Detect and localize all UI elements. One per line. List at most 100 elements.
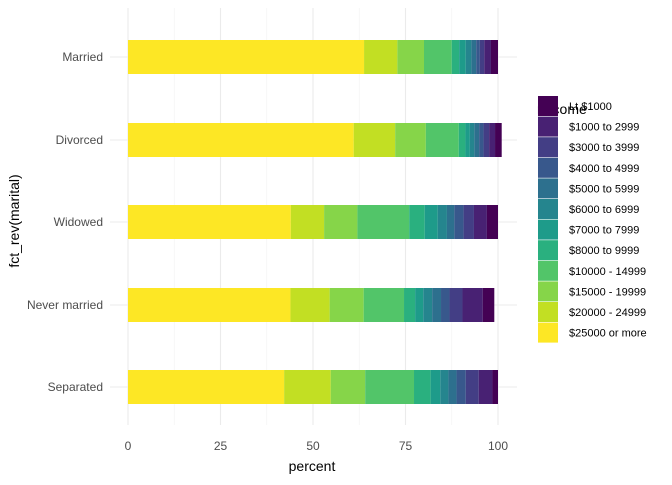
- bar-segment: [489, 123, 496, 157]
- bar-segment: [128, 123, 354, 157]
- x-tick-label: 25: [214, 439, 228, 453]
- y-tick-label: Married: [62, 50, 103, 64]
- legend-key: [538, 260, 558, 281]
- x-tick-label: 0: [125, 439, 132, 453]
- y-tick-label: Divorced: [56, 133, 103, 147]
- legend-key: [538, 302, 558, 322]
- bar-segment: [456, 370, 466, 404]
- bar-segment: [458, 123, 466, 157]
- legend-label: $25000 or more: [569, 328, 647, 340]
- bar-stack: [128, 40, 498, 74]
- bar-segment: [128, 40, 365, 74]
- bar-segment: [128, 370, 285, 404]
- bar-segment: [364, 40, 398, 74]
- bar-segment: [476, 40, 480, 74]
- legend-label: $20000 - 24999: [569, 307, 646, 319]
- bar-segment: [357, 205, 410, 239]
- bar-stack: [128, 288, 495, 322]
- bar-segment: [324, 205, 358, 239]
- bar-segment: [482, 288, 495, 322]
- bar-segment: [353, 123, 396, 157]
- bar-segment: [424, 205, 438, 239]
- bar-segment: [492, 370, 498, 404]
- legend-key: [538, 157, 558, 178]
- legend-item: $4000 to 4999: [538, 157, 639, 178]
- bar-segment: [395, 123, 426, 157]
- legend-label: Lt $1000: [569, 101, 612, 113]
- bar-segment: [424, 40, 452, 74]
- legend-key: [538, 240, 558, 261]
- legend-label: $1000 to 2999: [569, 122, 639, 134]
- x-tick-label: 75: [399, 439, 413, 453]
- legend-key: [538, 199, 558, 219]
- bar-segment: [397, 40, 424, 74]
- bar-segment: [451, 40, 460, 74]
- bar-segment: [430, 370, 441, 404]
- bar-segment: [486, 205, 498, 239]
- bar-segment: [441, 288, 450, 322]
- legend: rincome Lt $1000$1000 to 2999$3000 to 39…: [537, 96, 647, 343]
- legend-item: $1000 to 2999: [538, 116, 639, 137]
- bar-segment: [128, 288, 291, 322]
- bar-segment: [446, 205, 455, 239]
- bars-group: [128, 40, 502, 404]
- legend-label: $5000 to 5999: [569, 183, 639, 195]
- legend-item: $15000 - 19999: [538, 281, 646, 302]
- bar-stack: [128, 205, 498, 239]
- bar-segment: [425, 123, 459, 157]
- bar-segment: [471, 40, 477, 74]
- x-tick-labels: 0 25 50 75 100: [125, 439, 509, 453]
- bar-segment: [365, 370, 415, 404]
- y-tick-label: Separated: [48, 380, 103, 394]
- bar-segment: [414, 370, 431, 404]
- legend-key: [538, 96, 558, 116]
- bar-segment: [423, 288, 433, 322]
- legend-item: $7000 to 7999: [538, 219, 639, 240]
- x-tick-label: 100: [488, 439, 508, 453]
- x-tick-label: 50: [306, 439, 320, 453]
- bar-segment: [363, 288, 405, 322]
- legend-label: $10000 - 14999: [569, 266, 646, 278]
- bar-stack: [128, 123, 502, 157]
- legend-item: $3000 to 3999: [538, 137, 639, 158]
- bar-segment: [483, 123, 490, 157]
- bar-segment: [474, 123, 480, 157]
- bar-segment: [484, 40, 491, 74]
- legend-item: $10000 - 14999: [538, 260, 646, 281]
- bar-segment: [469, 123, 475, 157]
- y-tick-labels: Married Divorced Widowed Never married Separ…: [27, 50, 103, 394]
- legend-key: [538, 178, 558, 199]
- bar-segment: [495, 123, 502, 157]
- x-axis-label: percent: [289, 458, 336, 474]
- bar-segment: [330, 370, 366, 404]
- bar-segment: [415, 288, 424, 322]
- legend-item: $8000 to 9999: [538, 240, 639, 261]
- bar-segment: [479, 40, 485, 74]
- legend-item: $20000 - 24999: [538, 302, 646, 322]
- legend-label: $4000 to 4999: [569, 163, 639, 175]
- legend-key: [538, 137, 558, 158]
- bar-segment: [463, 205, 474, 239]
- bar-segment: [465, 123, 470, 157]
- legend-items: Lt $1000 $1000 to 2999 $3000 to 3999 $4000 …: [538, 96, 647, 343]
- legend-item: $5000 to 5999: [538, 178, 639, 199]
- bar-segment: [473, 205, 487, 239]
- legend-item: $6000 to 6999: [538, 199, 639, 219]
- bar-segment: [478, 370, 493, 404]
- y-tick-label: Widowed: [54, 215, 103, 229]
- legend-key: [538, 281, 558, 302]
- legend-label: $3000 to 3999: [569, 142, 639, 154]
- bar-segment: [448, 370, 457, 404]
- bar-segment: [409, 205, 425, 239]
- bar-segment: [465, 370, 479, 404]
- bar-segment: [404, 288, 416, 322]
- legend-label: $6000 to 6999: [569, 204, 639, 216]
- bar-segment: [454, 205, 464, 239]
- bar-segment: [290, 288, 330, 322]
- legend-item: Lt $1000: [538, 96, 612, 116]
- legend-key: [538, 116, 558, 137]
- y-axis-label: fct_rev(marital): [6, 174, 22, 267]
- legend-item: $25000 or more: [538, 322, 647, 343]
